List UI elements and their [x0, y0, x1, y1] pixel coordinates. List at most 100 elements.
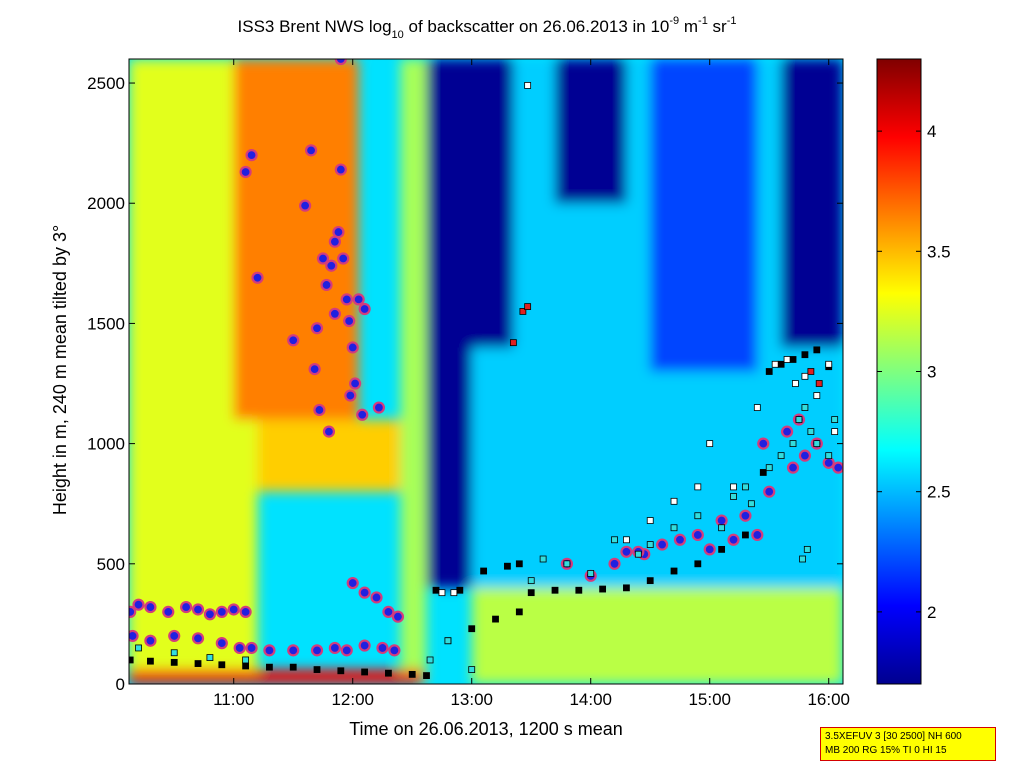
square-black-marker [361, 668, 369, 676]
circle-marker [310, 322, 324, 335]
circle-marker [162, 605, 175, 618]
square-red-marker [509, 339, 517, 347]
square-cyan-marker [831, 416, 839, 423]
square-cyan-marker [694, 512, 702, 520]
square-white-marker [813, 392, 821, 399]
square-cyan-marker [765, 464, 773, 472]
square-cyan-marker [527, 577, 535, 585]
square-black-marker [313, 666, 321, 673]
square-black-marker [423, 672, 430, 679]
x-tick-label: 16:00 [807, 690, 850, 709]
circle-marker [715, 514, 728, 527]
circle-marker [168, 629, 181, 643]
colorbar-tick-label: 4 [927, 122, 936, 141]
title-sup3: -1 [727, 15, 737, 27]
circle-marker [340, 293, 353, 306]
circle-marker [344, 389, 357, 402]
x-tick-label: 11:00 [213, 690, 254, 709]
circle-marker [215, 637, 228, 650]
title-unit1: m [679, 17, 698, 36]
square-black-marker [789, 356, 797, 363]
square-cyan-marker [789, 440, 797, 448]
square-cyan-marker [730, 493, 737, 500]
square-black-marker [551, 586, 559, 594]
circle-marker [358, 639, 371, 652]
circle-marker [337, 252, 350, 265]
circle-marker [739, 509, 752, 522]
circle-marker [287, 644, 300, 657]
circle-marker [180, 600, 193, 614]
square-cyan-marker [813, 440, 821, 448]
circle-marker [376, 641, 389, 655]
circle-marker [328, 641, 341, 655]
y-tick-label: 2000 [87, 194, 125, 213]
x-tick-label: 14:00 [569, 690, 612, 709]
square-cyan-marker [646, 541, 654, 548]
backscatter-field [129, 59, 843, 684]
square-white-marker [783, 356, 791, 363]
circle-marker [786, 461, 800, 474]
y-tick-label: 0 [116, 675, 125, 694]
chart-title: ISS3 Brent NWS log10 of backscatter on 2… [238, 15, 737, 41]
field-region-3 [400, 59, 427, 684]
square-black-marker [646, 577, 654, 585]
square-white-marker [771, 360, 779, 368]
square-black-marker [765, 368, 773, 375]
square-black-marker [742, 531, 749, 539]
x-tick-label: 13:00 [450, 690, 493, 709]
field-region-7 [426, 59, 514, 348]
square-black-marker [515, 560, 523, 568]
y-axis: 0 500 1000 1500 2000 2500 [87, 74, 843, 694]
circle-marker [382, 605, 395, 618]
square-black-marker [623, 584, 630, 592]
square-white-marker [792, 380, 799, 387]
circle-marker [215, 605, 228, 618]
colorbar-tick-label: 2 [927, 603, 936, 622]
circle-marker [191, 603, 205, 616]
title-sub: 10 [392, 29, 404, 41]
circle-marker [656, 538, 669, 551]
square-white-marker [801, 372, 809, 380]
circle-marker [328, 235, 341, 248]
square-white-marker [730, 483, 737, 491]
square-cyan-marker [807, 428, 815, 435]
square-black-marker [813, 346, 821, 354]
circle-marker [316, 252, 330, 265]
circle-marker [322, 425, 336, 438]
square-black-marker [147, 657, 154, 665]
field-region-9 [650, 59, 758, 372]
info-line-1: 3.5XEFUV 3 [30 2500] NH 600 [825, 731, 962, 742]
circle-marker [673, 533, 687, 546]
circle-marker [320, 278, 333, 292]
colorbar-gradient [876, 58, 922, 685]
square-black-marker [289, 663, 297, 671]
square-white-marker [825, 360, 833, 368]
square-cyan-marker [539, 555, 547, 563]
y-axis-label: Height in m, 240 m mean tilted by 3° [50, 225, 70, 515]
circle-marker [372, 401, 385, 414]
square-black-marker [599, 585, 607, 593]
field-blur-group [129, 59, 843, 684]
circle-marker [763, 485, 776, 498]
square-white-marker [706, 440, 714, 448]
square-cyan-marker [206, 654, 214, 661]
title-sup2: -1 [698, 15, 708, 27]
square-cyan-marker [670, 524, 678, 532]
x-axis: 11:00 12:00 13:00 14:00 15:00 16:00 [213, 59, 850, 709]
field-region-10 [781, 59, 843, 348]
square-white-marker [646, 517, 654, 524]
square-white-marker [438, 589, 446, 597]
circle-marker [251, 271, 264, 284]
circle-marker [608, 557, 621, 570]
square-black-marker [218, 661, 226, 669]
y-tick-label: 1000 [87, 435, 125, 454]
square-cyan-marker [795, 416, 803, 423]
square-white-marker [450, 589, 458, 597]
circle-marker [340, 644, 353, 657]
title-mid: of backscatter on 26.06.2013 in 10 [404, 17, 670, 36]
plot-area: 11:00 12:00 13:00 14:00 15:00 16:00 0 500 1000 1… [87, 58, 850, 709]
square-cyan-marker [135, 644, 142, 652]
circle-marker [287, 334, 300, 347]
square-black-marker [242, 662, 250, 670]
